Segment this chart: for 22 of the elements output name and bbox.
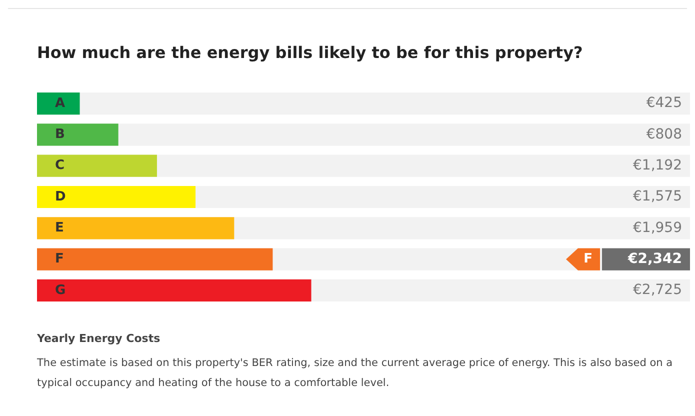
data-label: €1,959 [633, 220, 682, 236]
bar [37, 154, 157, 177]
y-tick-label: C [55, 158, 65, 174]
data-label: €1,575 [633, 188, 682, 205]
data-label: €808 [646, 126, 682, 142]
y-tick-label: A [55, 96, 66, 111]
y-tick-label: G [55, 282, 66, 298]
data-label: €2,342 [626, 250, 682, 267]
text: F [584, 252, 592, 267]
y-tick-label: E [55, 220, 64, 236]
bar [37, 186, 196, 208]
data-label: €2,725 [633, 282, 682, 298]
chart-title: How much are the energy bills likely to be for this property? [37, 43, 583, 62]
text: The estimate is based on this property's BER rating, size and the current average price of energy. This is also based on a typical occupancy and heating of the house to a comfortable level. [37, 356, 674, 391]
data-label: €1,192 [633, 158, 682, 174]
text: Yearly Energy Costs [37, 331, 162, 347]
bar [37, 92, 80, 115]
data-label: €425 [646, 95, 682, 112]
y-tick-label: B [55, 127, 65, 142]
bar [37, 124, 118, 146]
y-tick-label: F [55, 252, 64, 267]
y-tick-label: D [55, 189, 66, 204]
